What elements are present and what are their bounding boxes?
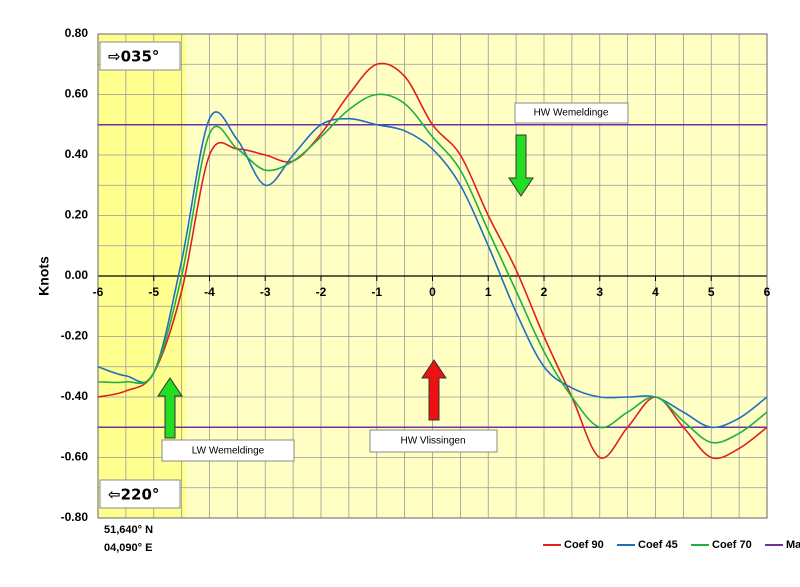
x-tick-label: 1 bbox=[485, 285, 492, 299]
legend-label: Coef 70 bbox=[712, 539, 752, 551]
y-tick-label: -0.60 bbox=[61, 450, 89, 464]
arrow-down bbox=[508, 134, 534, 197]
annotation-box bbox=[161, 439, 295, 462]
x-tick-label: -6 bbox=[93, 285, 104, 299]
x-tick-label: 3 bbox=[596, 285, 603, 299]
x-tick-label: -4 bbox=[204, 285, 215, 299]
annotation: ⇨035° bbox=[108, 48, 159, 66]
y-tick-label: 0.00 bbox=[65, 268, 89, 282]
arrow-up bbox=[421, 359, 447, 421]
y-tick-label: 0.80 bbox=[65, 26, 89, 40]
y-tick-label: 0.20 bbox=[65, 208, 89, 222]
y-tick-label: 0.40 bbox=[65, 147, 89, 161]
x-tick-label: 5 bbox=[708, 285, 715, 299]
legend-label: Coef 45 bbox=[638, 539, 678, 551]
legend-label: Max bbox=[786, 539, 800, 551]
x-tick-label: -2 bbox=[316, 285, 327, 299]
x-tick-label: -3 bbox=[260, 285, 271, 299]
legend-label: Coef 90 bbox=[564, 539, 604, 551]
y-tick-label: 0.60 bbox=[65, 87, 89, 101]
annotation: HW Vlissingen bbox=[400, 436, 465, 447]
annotation: LW Wemeldinge bbox=[192, 446, 265, 457]
arrow-up bbox=[157, 377, 183, 439]
annotation-box bbox=[369, 429, 498, 453]
y-tick-label: -0.80 bbox=[61, 510, 89, 524]
annotation-box bbox=[514, 102, 629, 124]
line bbox=[97, 93, 768, 444]
x-tick-label: 6 bbox=[764, 285, 771, 299]
plot-border bbox=[97, 33, 768, 519]
coordinate: 04,090° E bbox=[104, 542, 152, 554]
x-tick-label: 4 bbox=[652, 285, 659, 299]
y-tick-label: -0.40 bbox=[61, 389, 89, 403]
x-tick-label: 2 bbox=[541, 285, 548, 299]
y-axis-label: Knots bbox=[36, 256, 52, 296]
annotation-box bbox=[99, 479, 181, 509]
annotation: HW Wemeldinge bbox=[534, 108, 609, 119]
x-tick-label: -5 bbox=[148, 285, 159, 299]
x-tick-label: -1 bbox=[371, 285, 382, 299]
x-tick-label: 0 bbox=[429, 285, 436, 299]
y-tick-label: -0.20 bbox=[61, 329, 89, 343]
coordinate: 51,640° N bbox=[104, 524, 153, 536]
annotation-box bbox=[99, 41, 181, 71]
annotation: ⇦220° bbox=[108, 486, 159, 504]
